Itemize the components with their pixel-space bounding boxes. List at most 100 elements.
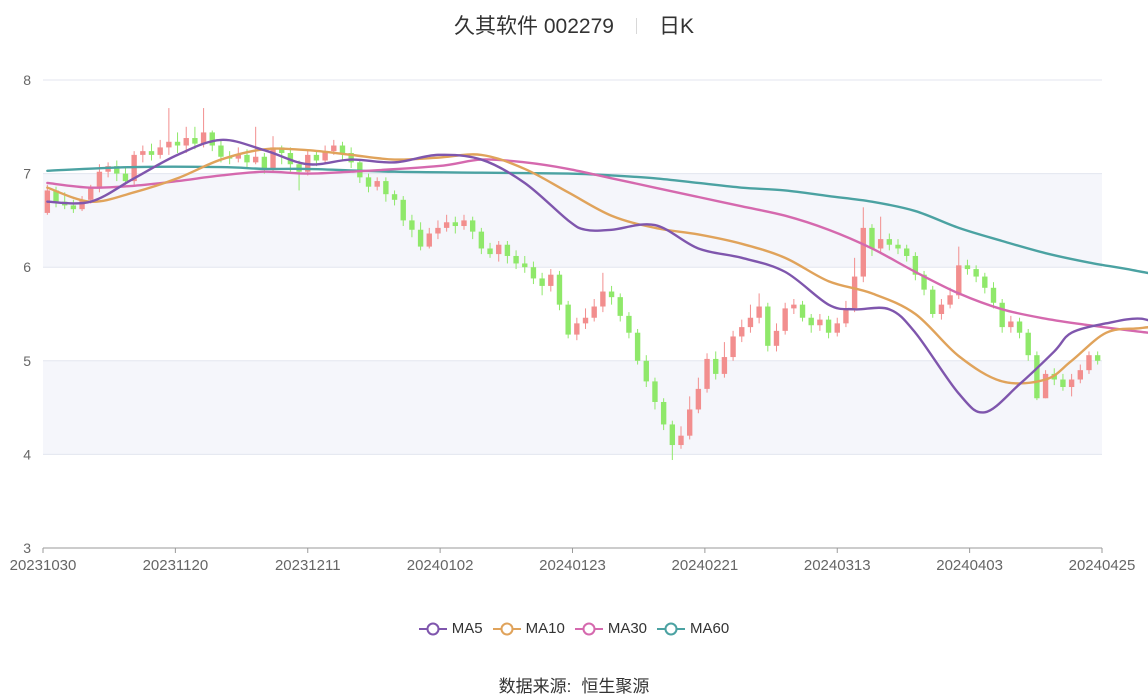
candle-body — [938, 304, 945, 314]
candle-body — [565, 304, 571, 335]
candle-body — [530, 267, 537, 279]
x-tick-label: 20240425 — [1069, 557, 1136, 574]
candle-body — [600, 291, 606, 307]
x-tick-label: 20240221 — [672, 557, 739, 574]
ma-line-ma30 — [46, 158, 1148, 334]
candle-body — [383, 181, 389, 195]
candle-body — [686, 409, 693, 436]
x-tick-label: 20231030 — [10, 557, 77, 574]
candle-body — [96, 171, 103, 189]
candle-body — [218, 145, 224, 157]
legend-marker-icon — [418, 622, 447, 635]
candle-body — [678, 435, 684, 446]
candle-body — [322, 151, 328, 161]
x-tick-label: 20240403 — [936, 557, 1003, 574]
candle-body — [166, 141, 172, 148]
candle-body — [817, 319, 823, 326]
candle-body — [652, 381, 658, 402]
candle-body — [417, 229, 424, 247]
candle-body — [1086, 355, 1092, 371]
candle-body — [469, 220, 476, 232]
candle-body — [834, 323, 840, 333]
candle-body — [791, 304, 797, 309]
candle-body — [443, 222, 450, 228]
candle-body — [1077, 370, 1083, 380]
candle-body — [808, 317, 814, 326]
candle-body — [904, 248, 910, 256]
candle-body — [548, 274, 554, 286]
x-tick-label: 20231120 — [143, 557, 209, 574]
candle-body — [964, 265, 971, 270]
y-tick-label: 4 — [23, 446, 31, 462]
candle-body — [990, 287, 997, 303]
grid-band — [43, 173, 1102, 268]
candle-body — [704, 358, 710, 389]
candle-body — [192, 138, 198, 144]
candle-body — [721, 357, 728, 374]
legend-label: MA10 — [525, 620, 565, 637]
candle-body — [747, 317, 754, 328]
candle-body — [487, 248, 493, 255]
candle-body — [496, 244, 502, 255]
candle-body — [1034, 355, 1040, 399]
candle-body — [478, 231, 485, 249]
legend-item-ma30[interactable]: MA30 — [574, 620, 648, 637]
candle-body — [409, 220, 415, 230]
candle-body — [765, 306, 771, 346]
candle-body — [461, 220, 467, 227]
candle-body — [912, 255, 919, 275]
title-separator — [635, 18, 637, 34]
candle-body — [895, 244, 901, 249]
candle-body — [522, 263, 528, 268]
legend-item-ma60[interactable]: MA60 — [657, 620, 729, 637]
x-tick-label: 20240123 — [539, 557, 606, 574]
candle-body — [400, 199, 406, 221]
legend: MA5 MA10 MA30 MA60 — [0, 620, 1148, 640]
candle-body — [452, 222, 459, 227]
ma-line-ma10 — [46, 147, 1148, 385]
candle-body — [886, 239, 893, 245]
candle-body — [261, 156, 268, 168]
candle-body — [504, 244, 511, 256]
legend-item-ma10[interactable]: MA10 — [492, 620, 565, 637]
candle-body — [53, 190, 59, 202]
y-tick-label: 7 — [23, 166, 31, 182]
candle-body — [313, 154, 320, 161]
candle-body — [513, 255, 519, 264]
candle-body — [1051, 373, 1057, 380]
candle-body — [773, 330, 780, 346]
candle-body — [713, 358, 719, 374]
candle-body — [270, 147, 276, 168]
candle-body — [348, 153, 354, 163]
candle-body — [279, 147, 285, 154]
candle-body — [374, 181, 380, 187]
legend-item-ma5[interactable]: MA5 — [418, 620, 483, 637]
candle-body — [140, 151, 146, 155]
candle-body — [730, 336, 736, 358]
candle-body — [947, 295, 953, 305]
candle-body — [851, 276, 858, 309]
candle-body — [982, 276, 988, 288]
candle-body — [235, 154, 241, 159]
candle-body — [617, 297, 623, 316]
legend-marker-icon — [657, 622, 686, 635]
candle-body — [660, 401, 667, 425]
grid-band — [43, 360, 1102, 455]
legend-label: MA60 — [690, 620, 730, 637]
candle-body — [244, 154, 250, 163]
candle-body — [1094, 355, 1101, 361]
candle-body — [669, 424, 676, 446]
legend-label: MA30 — [607, 620, 648, 637]
candle-body — [643, 360, 649, 382]
candle-body — [695, 388, 702, 410]
candle-body — [574, 323, 580, 335]
candle-body — [782, 308, 788, 331]
candle-body — [183, 138, 189, 146]
y-tick-label: 8 — [23, 72, 31, 88]
candle-body — [1008, 321, 1014, 328]
candle-body — [70, 205, 77, 210]
legend-label: MA5 — [451, 620, 483, 637]
ma-line-ma5 — [46, 138, 1148, 414]
candle-body — [1042, 373, 1049, 399]
